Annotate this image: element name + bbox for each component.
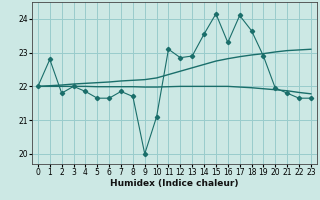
X-axis label: Humidex (Indice chaleur): Humidex (Indice chaleur) [110, 179, 239, 188]
